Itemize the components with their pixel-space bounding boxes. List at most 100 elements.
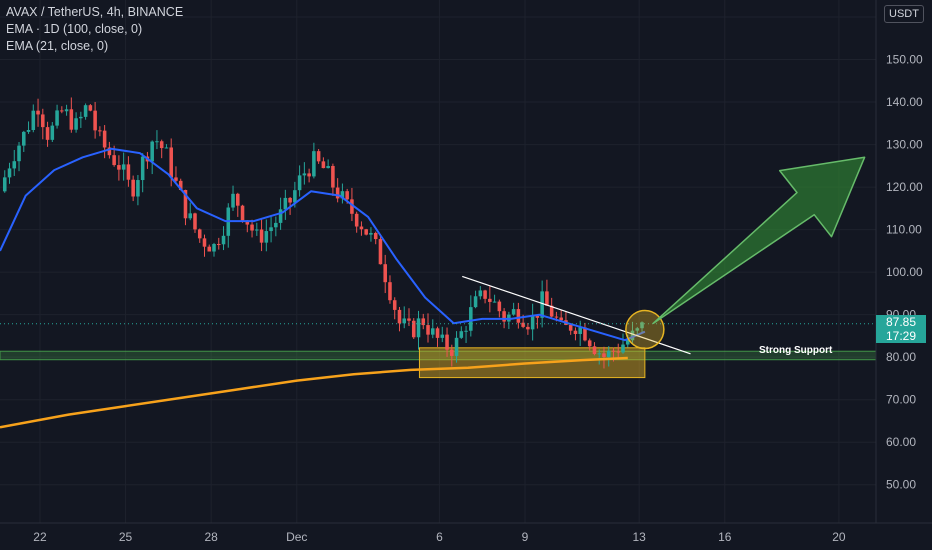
candle-body: [587, 340, 592, 347]
candle-body: [445, 334, 449, 350]
candle-body: [430, 328, 435, 335]
ema-21-line: [0, 147, 646, 342]
candle-body: [7, 168, 12, 178]
candle-body: [340, 191, 345, 199]
candle-body: [274, 222, 278, 228]
indicator-ema-100[interactable]: EMA · 1D (100, close, 0): [6, 22, 143, 36]
time-tick-label: 16: [718, 530, 732, 544]
ema-100-line: [0, 356, 628, 429]
candle-body: [321, 161, 326, 169]
candle-body: [316, 151, 321, 162]
candle-body: [369, 232, 373, 235]
price-tick-label: 140.00: [886, 95, 923, 109]
candle-body: [602, 353, 606, 358]
candle-body: [22, 131, 26, 146]
candle-body: [440, 334, 445, 338]
candle-body: [473, 296, 478, 308]
candle-body: [606, 350, 611, 358]
time-tick-label: 13: [632, 530, 646, 544]
candle-body: [526, 326, 530, 330]
candle-body: [592, 346, 597, 355]
candle-body: [107, 147, 112, 156]
candle-body: [269, 227, 273, 232]
candle-body: [150, 141, 154, 162]
candle-body: [178, 180, 183, 190]
time-axis[interactable]: 22 25 28 Dec 6 9 13 16 20: [0, 522, 932, 550]
price-tick-label: 50.00: [886, 478, 916, 492]
price-tick-label: 110.00: [886, 223, 922, 237]
candle-body: [98, 130, 102, 132]
bullish-arrow: [652, 156, 866, 324]
candle-body: [64, 109, 69, 112]
candle-body: [549, 305, 554, 317]
candle-body: [364, 229, 368, 235]
support-zone: [0, 347, 877, 379]
candle-body: [93, 110, 97, 131]
candle-body: [136, 180, 140, 197]
price-tick-label: 70.00: [886, 393, 916, 407]
candle-body: [169, 147, 173, 178]
candle-body: [611, 350, 616, 352]
candle-body: [511, 309, 516, 315]
candle-body: [69, 109, 74, 130]
candle-body: [568, 324, 573, 331]
candle-body: [516, 309, 521, 323]
candle-body: [402, 318, 407, 324]
candle-body: [616, 351, 621, 353]
candle-body: [392, 300, 397, 310]
candle-body: [578, 327, 582, 334]
candle-body: [497, 301, 502, 312]
candle-body: [521, 322, 525, 327]
candle-body: [126, 164, 131, 180]
candle-body: [131, 179, 135, 197]
candle-body: [202, 238, 207, 247]
candle-body: [2, 177, 7, 192]
price-tick-label: 80.00: [886, 350, 916, 364]
candle-body: [597, 353, 601, 355]
candle-body: [416, 318, 421, 338]
candle-body: [426, 325, 430, 335]
candle-body: [188, 213, 193, 219]
candle-body: [245, 220, 250, 225]
candle-body: [459, 331, 464, 338]
candle-body: [12, 161, 17, 169]
time-tick-label: 20: [832, 530, 846, 544]
chart-drawings[interactable]: [0, 156, 876, 355]
chart-grid: [0, 0, 876, 523]
breakout-circle: [625, 309, 665, 350]
candle-body: [55, 110, 59, 126]
candle-body: [174, 177, 178, 181]
candle-body: [450, 349, 454, 356]
candle-body: [464, 330, 468, 332]
indicator-ema-21[interactable]: EMA (21, close, 0): [6, 39, 109, 53]
candle-body: [354, 213, 359, 227]
candle-body: [302, 173, 307, 176]
candle-body: [411, 320, 416, 338]
price-tick-label: 60.00: [886, 435, 916, 449]
candle-body: [312, 151, 316, 177]
time-tick-label: 6: [436, 530, 443, 544]
candle-body: [183, 189, 188, 219]
candle-body: [345, 191, 349, 200]
candle-body: [640, 322, 644, 329]
symbol-title[interactable]: AVAX / TetherUS, 4h, BINANCE: [6, 5, 184, 19]
candle-body: [492, 301, 497, 303]
candle-body: [45, 127, 50, 140]
ema-21-path: [0, 147, 646, 342]
candle-body: [583, 327, 587, 341]
candle-body: [388, 282, 392, 301]
price-tick-label: 130.00: [886, 138, 923, 152]
candle-body: [31, 110, 36, 131]
candle-body: [421, 318, 426, 326]
candle-body: [625, 340, 630, 345]
price-tick-label: 150.00: [886, 53, 923, 67]
time-tick-label: 9: [522, 530, 529, 544]
price-axis[interactable]: 50.0060.0070.0080.0090.00100.00110.00120…: [875, 0, 932, 550]
currency-label[interactable]: USDT: [884, 5, 924, 23]
candle-body: [483, 290, 487, 299]
candle-body: [469, 307, 473, 331]
candle-body: [140, 156, 145, 181]
candlestick-series: [2, 97, 644, 369]
candle-body: [221, 235, 226, 245]
